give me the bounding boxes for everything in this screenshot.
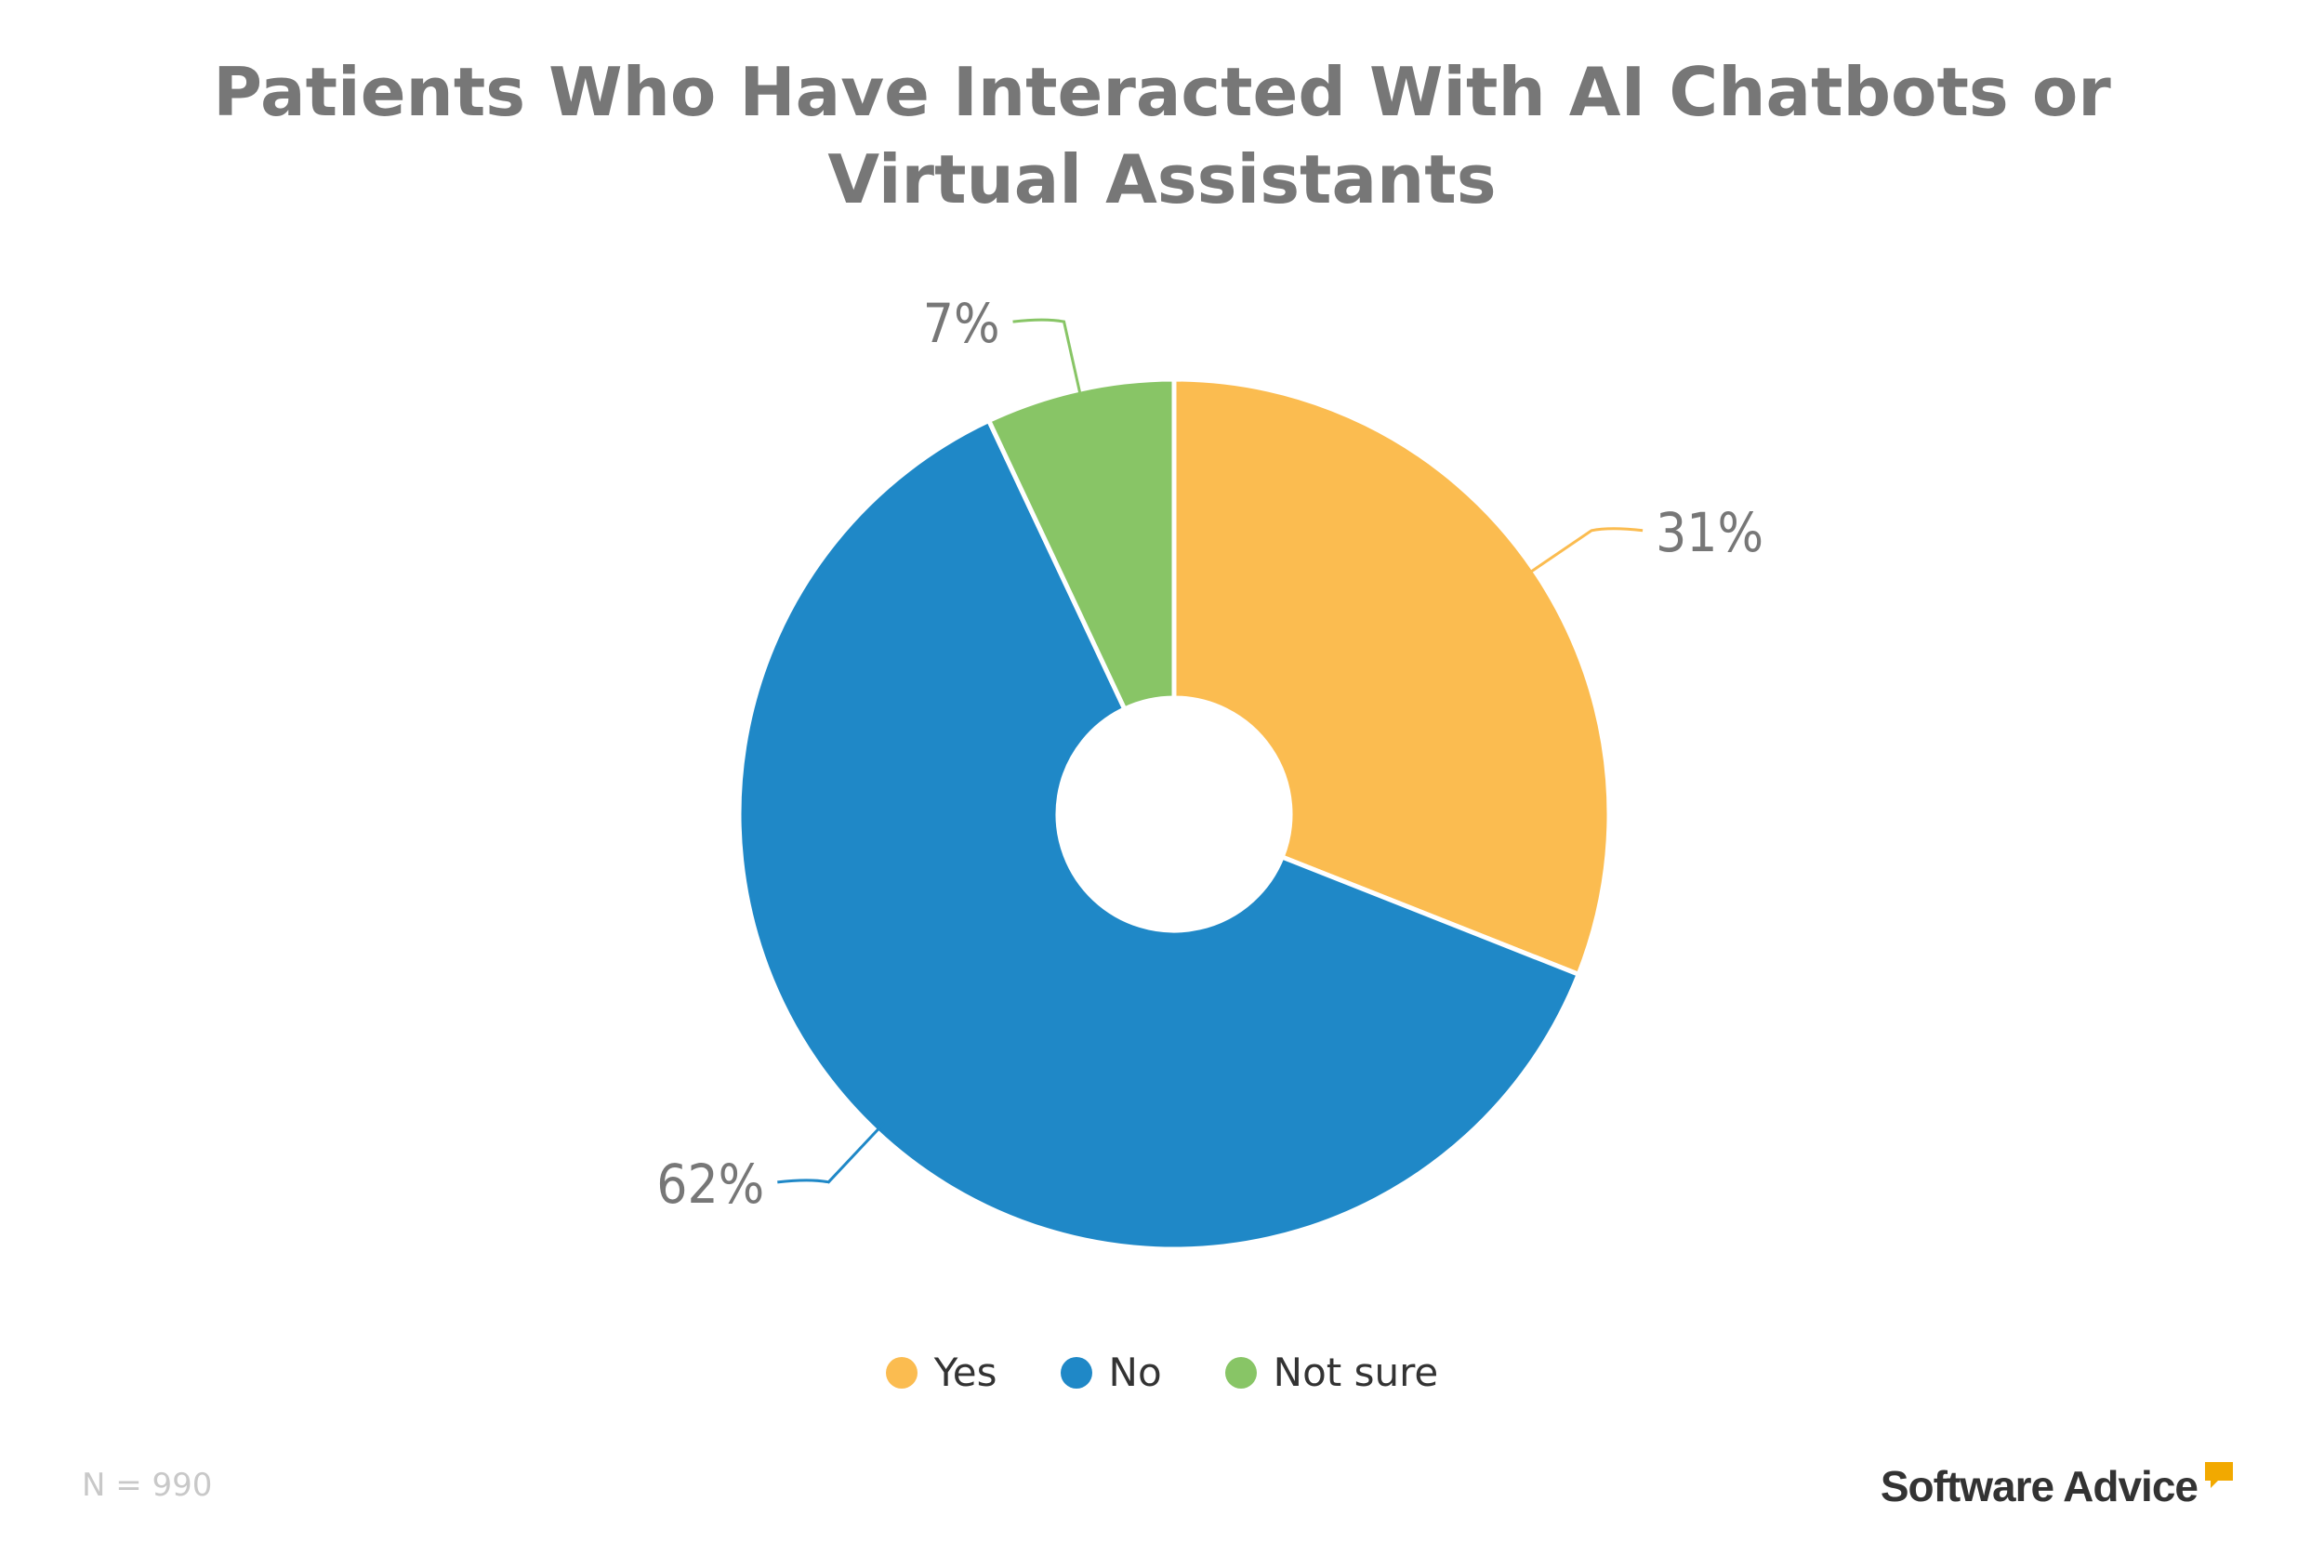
legend: Yes No Not sure xyxy=(0,1350,2324,1395)
pie-slice-no xyxy=(736,417,1582,1252)
pie-slices xyxy=(736,376,1612,1252)
speech-bubble-icon xyxy=(2205,1462,2233,1488)
chart-title: Patients Who Have Interacted With AI Cha… xyxy=(213,53,2111,218)
legend-swatch-not-sure xyxy=(1224,1356,1257,1389)
leader-line-yes xyxy=(1524,527,1644,577)
value-label-no: 62% xyxy=(656,1153,764,1216)
legend-label-not-sure: Not sure xyxy=(1273,1350,1439,1395)
legend-label-no: No xyxy=(1108,1350,1162,1395)
leader-lines xyxy=(777,318,1644,1184)
leader-line-not-sure xyxy=(1012,318,1083,402)
brand-logo: Software Advice xyxy=(1881,1461,2235,1511)
legend-item-no: No xyxy=(1060,1350,1162,1395)
legend-item-yes: Yes xyxy=(885,1350,997,1395)
value-labels: 31% 62% 7% xyxy=(656,292,1763,1216)
leader-line-no xyxy=(777,1122,885,1184)
brand-name: Software Advice xyxy=(1880,1462,2199,1510)
value-label-yes: 31% xyxy=(1656,501,1763,564)
legend-item-not-sure: Not sure xyxy=(1224,1350,1439,1395)
legend-label-yes: Yes xyxy=(933,1350,997,1395)
legend-swatch-yes xyxy=(885,1356,918,1389)
pie-slice-yes xyxy=(1171,376,1612,978)
value-label-not-sure: 7% xyxy=(923,292,1000,355)
legend-swatch-no xyxy=(1060,1356,1092,1389)
sample-size-note: N = 990 xyxy=(82,1467,213,1504)
pie-slice-not-sure xyxy=(985,376,1177,713)
